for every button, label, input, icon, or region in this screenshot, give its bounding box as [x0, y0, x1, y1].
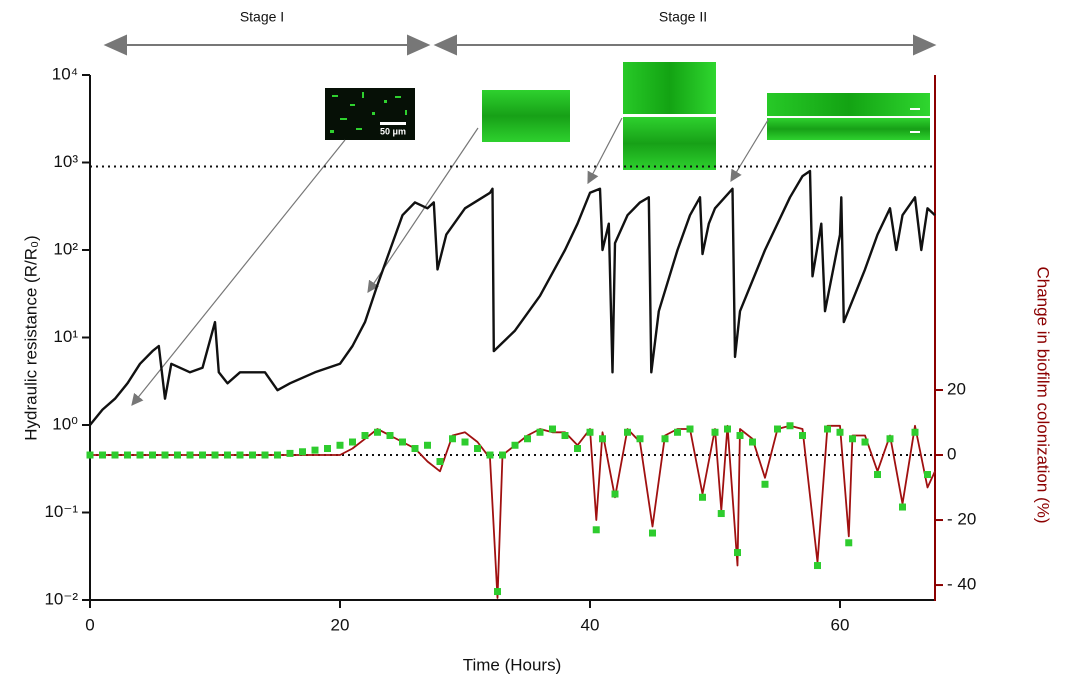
data-point: [274, 451, 281, 459]
data-point: [236, 451, 244, 459]
data-point: [424, 441, 431, 449]
y2-axis-title: Change in biofilm colonization (%): [1034, 266, 1053, 523]
pointer-lines: [131, 117, 769, 406]
data-point: [786, 422, 794, 430]
data-point: [199, 451, 206, 459]
y2-tick-label: - 20: [947, 510, 976, 529]
data-point: [717, 510, 725, 518]
x-tick-label: 40: [581, 615, 600, 634]
data-point: [636, 435, 644, 443]
data-point: [661, 435, 669, 443]
x-tick-label: 20: [331, 615, 350, 634]
y-tick-label: 10³: [53, 152, 78, 171]
y2-tick-label: - 40: [947, 575, 976, 594]
data-point: [286, 449, 294, 457]
data-point: [311, 446, 319, 454]
data-point: [874, 471, 881, 479]
data-point: [211, 451, 219, 459]
data-point: [374, 428, 381, 436]
data-point: [436, 458, 444, 466]
data-point: [494, 588, 501, 596]
micrographs: [325, 62, 930, 170]
data-point: [814, 562, 821, 570]
y-tick-label: 10¹: [53, 327, 78, 346]
data-point: [574, 445, 581, 453]
data-point: [361, 432, 369, 440]
data-point: [224, 451, 231, 459]
data-point: [486, 451, 494, 459]
data-point: [561, 432, 569, 440]
data-point: [736, 432, 744, 440]
data-point: [536, 428, 544, 436]
data-point: [911, 428, 919, 436]
x-axis-title: Time (Hours): [463, 655, 562, 674]
data-point: [161, 451, 169, 459]
y2-tick-label: 0: [947, 444, 956, 463]
data-point: [524, 435, 531, 443]
data-point: [449, 435, 456, 443]
data-point: [174, 451, 181, 459]
data-point: [861, 438, 869, 446]
y-tick-label: 10⁰: [52, 414, 78, 433]
data-point: [499, 451, 506, 459]
data-point: [724, 425, 731, 433]
data-point: [86, 451, 94, 459]
data-point: [336, 441, 344, 449]
data-point: [349, 438, 356, 446]
data-point: [461, 438, 469, 446]
data-point: [711, 428, 719, 436]
data-point: [674, 428, 681, 436]
x-tick-label: 60: [831, 615, 850, 634]
data-point: [511, 441, 519, 449]
data-point: [261, 451, 269, 459]
y-tick-label: 10⁻²: [44, 589, 78, 608]
data-point: [386, 432, 394, 440]
scale-bar-label: 50 μm: [380, 126, 406, 136]
y2-tick-label: 20: [947, 379, 966, 398]
data-point: [734, 549, 741, 557]
data-point: [799, 432, 806, 440]
data-point: [699, 493, 706, 501]
data-point: [924, 471, 931, 479]
data-point: [774, 425, 781, 433]
data-point: [761, 480, 769, 488]
data-point: [592, 526, 600, 534]
data-point: [886, 435, 894, 443]
data-point: [186, 451, 194, 459]
data-point: [624, 428, 631, 436]
data-point: [836, 428, 844, 436]
data-point: [899, 503, 906, 511]
data-point: [249, 451, 256, 459]
data-line: [89, 169, 936, 426]
data-point: [136, 451, 144, 459]
data-point: [849, 435, 856, 443]
data-point: [411, 445, 419, 453]
data-point: [749, 438, 756, 446]
data-point: [324, 445, 331, 453]
data-point: [549, 425, 556, 433]
data-point: [124, 451, 131, 459]
y-tick-label: 10²: [53, 239, 78, 258]
y-axis-title: Hydraulic resistance (R/R₀): [21, 235, 40, 440]
stage-arrows: [103, 34, 937, 56]
y-tick-label: 10⁻¹: [44, 502, 78, 521]
stage-label: Stage II: [659, 9, 707, 25]
stage-label: Stage I: [240, 9, 284, 25]
data-point: [474, 445, 481, 453]
data-point: [649, 529, 656, 537]
data-point: [149, 451, 156, 459]
y-tick-label: 10⁴: [52, 64, 78, 83]
data-point: [686, 425, 694, 433]
data-point: [611, 490, 619, 498]
x-tick-label: 0: [85, 615, 94, 634]
data-point: [299, 448, 306, 456]
data-point: [399, 438, 406, 446]
data-point: [845, 539, 853, 547]
data-point: [99, 451, 106, 459]
data-point: [824, 425, 831, 433]
data-point: [111, 451, 119, 459]
data-point: [586, 428, 594, 436]
data-point: [599, 435, 606, 443]
